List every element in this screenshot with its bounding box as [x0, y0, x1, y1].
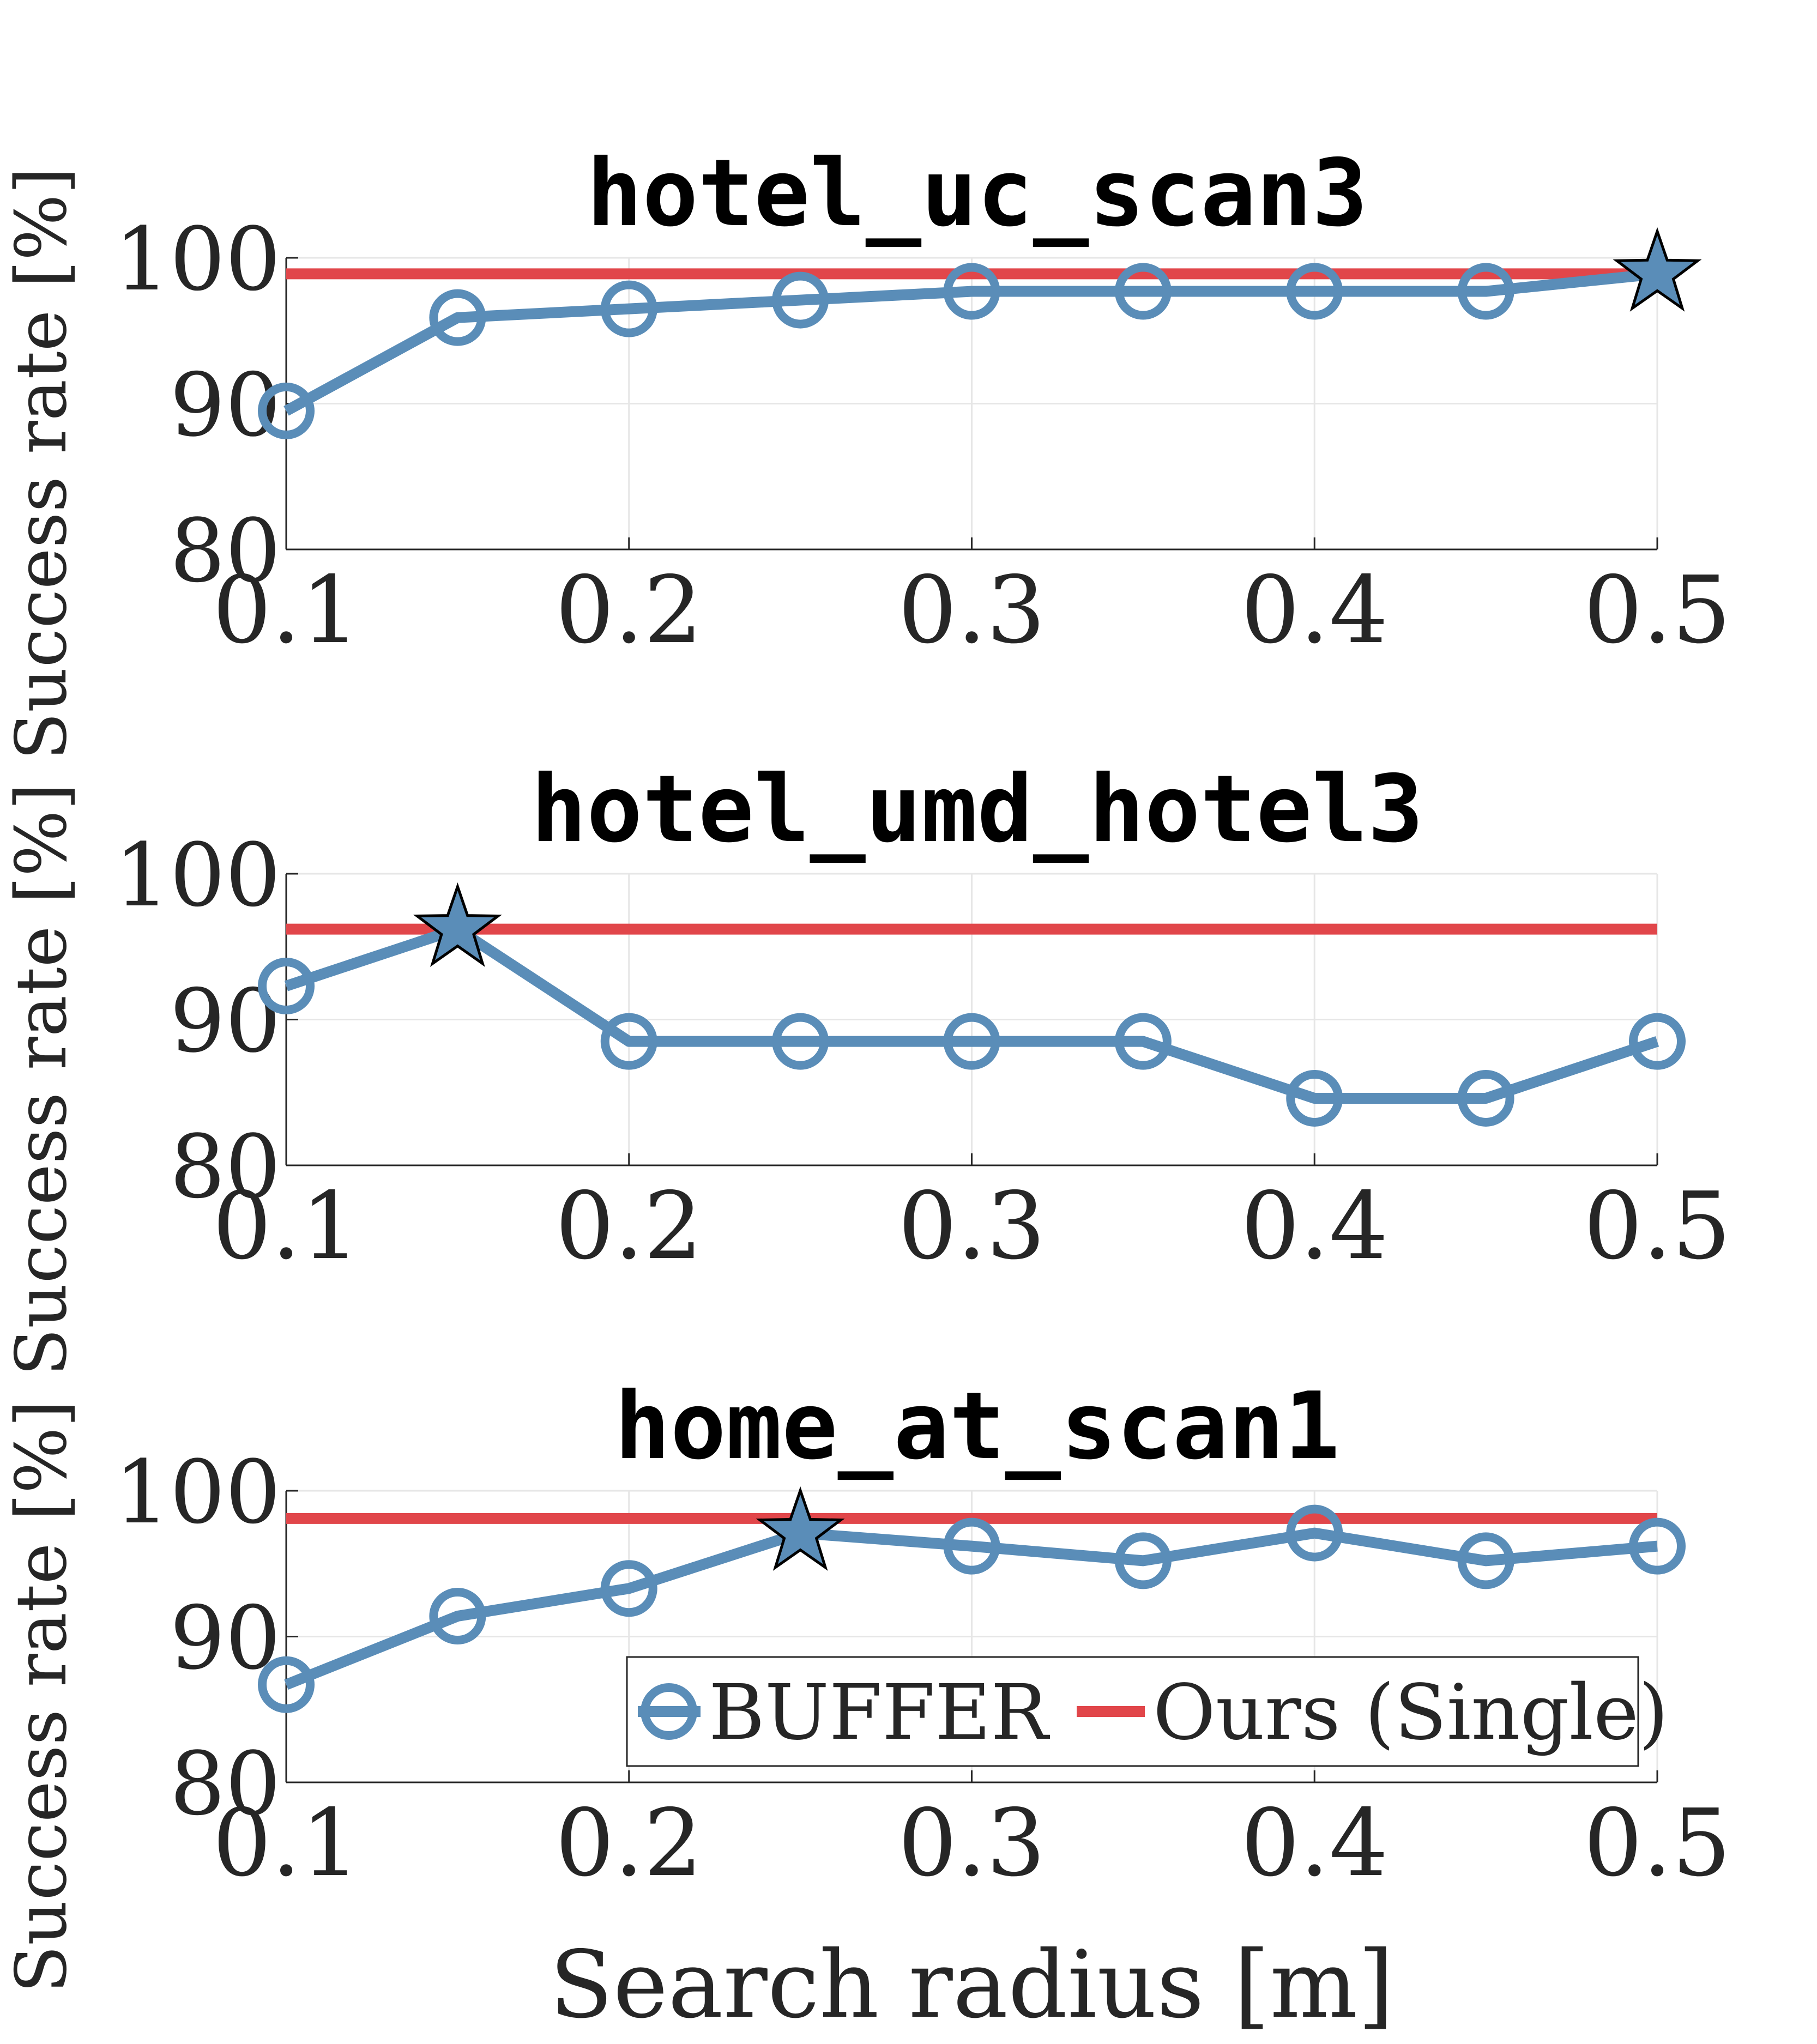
x-tick-label: 0.3: [898, 1172, 1045, 1280]
data-point-buffer: [1114, 263, 1172, 320]
data-point-buffer: [429, 289, 486, 346]
legend-label-buffer: BUFFER: [709, 1668, 1050, 1757]
series-line-buffer: [283, 268, 1658, 416]
best-point-star-marker: [413, 882, 502, 967]
chart-panel: 0.1 0.2 0.3 0.4 0.58090100hotel_uc_scan3Succ…: [1, 140, 1731, 760]
data-point-buffer: [1286, 263, 1343, 320]
x-tick-label: 0.3: [898, 557, 1045, 664]
best-point-star-marker: [756, 1486, 845, 1571]
legend-swatch-buffer-marker: [641, 1683, 697, 1740]
data-point-buffer: [1457, 1069, 1514, 1127]
chart-panel: 0.1 0.2 0.3 0.4 0.58090100home_at_scan1Succe…: [1, 1372, 1731, 2039]
data-point-buffer: [258, 382, 315, 439]
data-point-buffer: [1114, 1013, 1172, 1070]
x-tick-label: 0.5: [1584, 557, 1731, 664]
data-point-buffer: [1629, 1517, 1686, 1575]
data-point-buffer: [1457, 263, 1514, 320]
data-point-buffer: [258, 1656, 315, 1713]
x-axis-label: Search radius [m]: [550, 1931, 1394, 2039]
data-point-buffer: [943, 1517, 1000, 1575]
data-point-buffer: [943, 1013, 1000, 1070]
data-point-buffer: [943, 263, 1000, 320]
x-tick-label: 0.5: [1584, 1172, 1731, 1280]
data-point-buffer: [1286, 1069, 1343, 1127]
y-tick-label: 80: [170, 1116, 281, 1218]
data-point-buffer: [600, 1013, 657, 1070]
data-point-buffer: [429, 1588, 486, 1645]
x-tick-label: 0.2: [556, 557, 703, 664]
x-tick-label: 0.1: [213, 557, 360, 664]
legend: BUFFER Ours (Single): [626, 1656, 1669, 1767]
legend-label-ours: Ours (Single): [1153, 1668, 1669, 1757]
y-tick-label: 100: [114, 1441, 281, 1543]
data-point-buffer: [1629, 1013, 1686, 1070]
x-tick-label: 0.2: [556, 1789, 703, 1897]
data-point-buffer: [1114, 1532, 1172, 1589]
x-tick-label: 0.5: [1584, 1789, 1731, 1897]
y-axis-label: Success rate [%]: [1, 783, 82, 1376]
series-line-buffer: [284, 923, 1659, 1104]
chart-title: hotel_uc_scan3: [587, 140, 1368, 247]
data-point-buffer: [600, 1560, 657, 1617]
x-tick-label: 0.1: [213, 1789, 360, 1897]
data-point-buffer: [1457, 1532, 1514, 1589]
y-axis-label: Success rate [%]: [1, 167, 82, 760]
x-tick-label: 0.2: [556, 1172, 703, 1280]
x-tick-label: 0.4: [1241, 557, 1388, 664]
y-tick-label: 100: [114, 208, 281, 310]
y-tick-label: 80: [170, 1733, 281, 1835]
data-point-buffer: [772, 271, 829, 329]
data-point-buffer: [600, 280, 657, 337]
best-point-star-marker: [1613, 227, 1702, 312]
data-point-buffer: [772, 1013, 829, 1070]
x-tick-label: 0.4: [1241, 1172, 1388, 1280]
x-tick-label: 0.4: [1241, 1789, 1388, 1897]
y-axis-label: Success rate [%]: [1, 1400, 82, 1993]
chart-title: hotel_umd_hotel3: [531, 755, 1424, 863]
chart-panel: 0.1 0.2 0.3 0.4 0.58090100hotel_umd_hotel3Su…: [1, 755, 1731, 1376]
chart-title: home_at_scan1: [614, 1372, 1340, 1480]
x-tick-label: 0.3: [898, 1789, 1045, 1897]
series-line-buffer: [284, 1527, 1658, 1690]
data-point-buffer: [1286, 1504, 1343, 1562]
y-tick-label: 100: [114, 824, 281, 926]
y-tick-label: 80: [170, 500, 281, 602]
x-tick-label: 0.1: [213, 1172, 360, 1280]
data-point-buffer: [258, 957, 315, 1014]
